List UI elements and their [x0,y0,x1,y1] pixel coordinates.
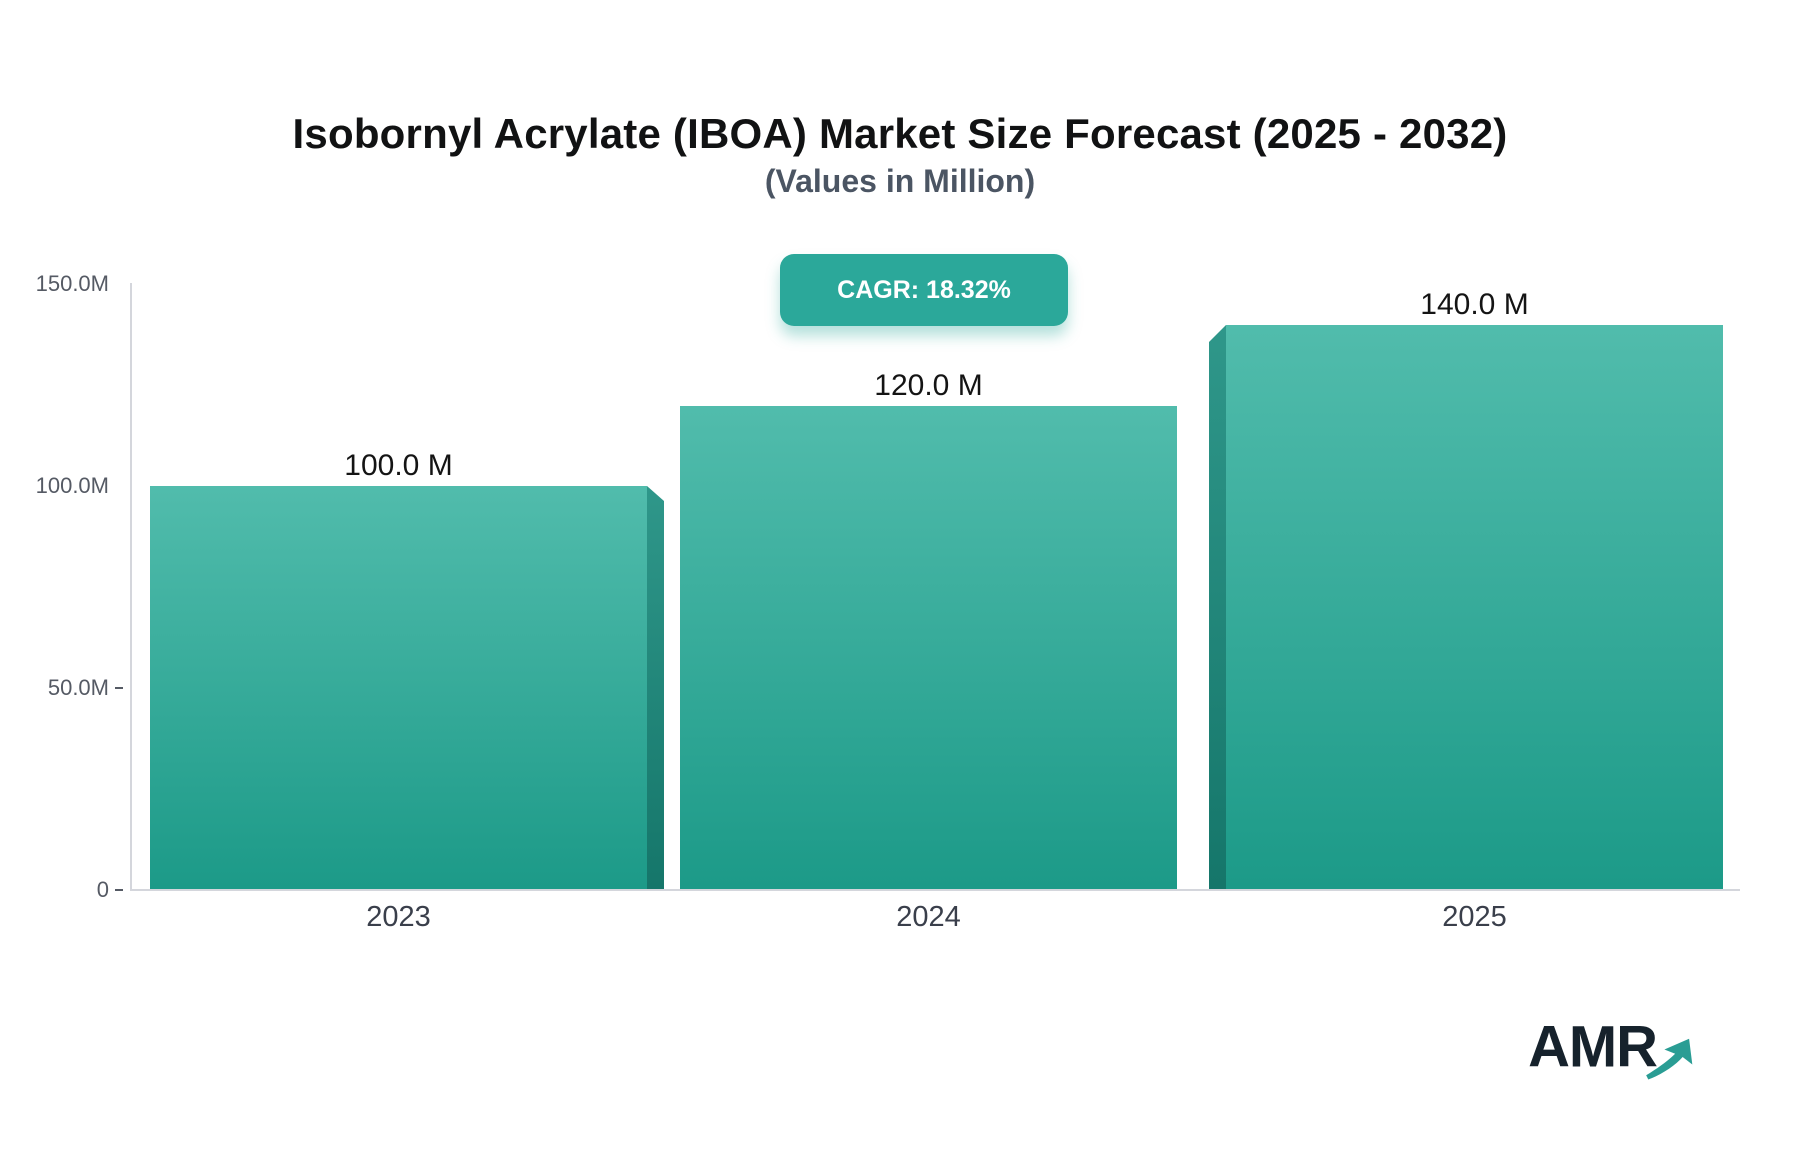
svg-text:AMR: AMR [1528,1016,1657,1080]
